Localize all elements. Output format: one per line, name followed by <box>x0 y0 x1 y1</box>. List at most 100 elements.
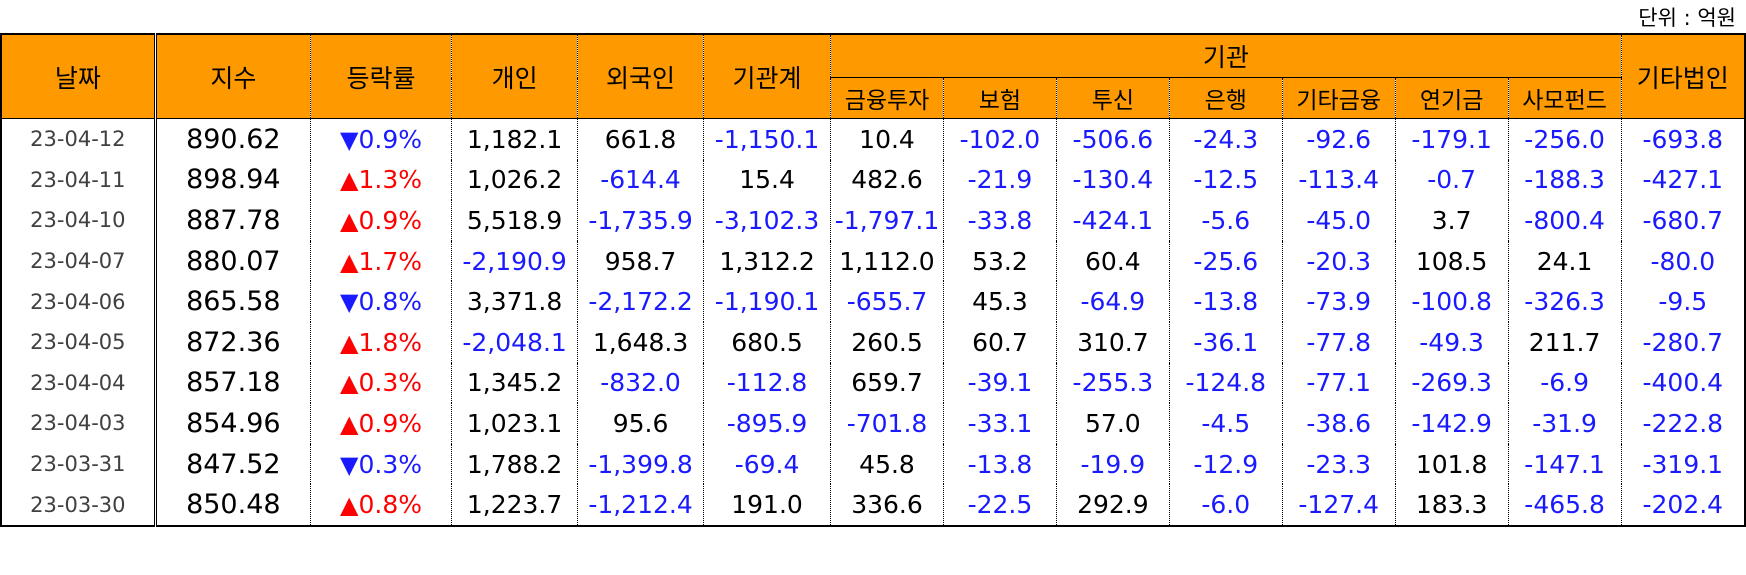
private-fund-cell: -256.0 <box>1508 118 1622 160</box>
table-row: 23-04-12 890.62 ▼0.9% 1,182.1 661.8 -1,150.1 1… <box>0 118 1746 160</box>
other-corp-cell: -693.8 <box>1621 118 1746 160</box>
table-row: 23-04-03 854.96 ▲0.9% 1,023.1 95.6 -895.9 -701… <box>0 403 1746 444</box>
change-cell: ▼0.3% <box>310 443 453 485</box>
private-fund-cell: 211.7 <box>1508 321 1622 363</box>
header-foreign: 외국인 <box>577 33 705 119</box>
financial-invest-cell: -1,797.1 <box>830 200 944 241</box>
individual-cell: 1,345.2 <box>451 362 579 404</box>
foreign-cell: 1,648.3 <box>577 321 705 363</box>
table-row: 23-03-30 850.48 ▲0.8% 1,223.7 -1,212.4 191.0 3… <box>0 484 1746 527</box>
pension-cell: 101.8 <box>1395 443 1509 485</box>
private-fund-cell: 24.1 <box>1508 240 1622 282</box>
individual-cell: 5,518.9 <box>451 200 579 241</box>
other-corp-cell: -680.7 <box>1621 200 1746 241</box>
institution-total-cell: -3,102.3 <box>703 200 832 241</box>
up-triangle-icon: ▲ <box>340 369 359 398</box>
financial-invest-cell: 336.6 <box>830 484 944 527</box>
trust-cell: 57.0 <box>1056 403 1170 444</box>
private-fund-cell: -465.8 <box>1508 484 1622 527</box>
unit-label: 단위 : 억원 <box>1638 6 1736 30</box>
insurance-cell: -102.0 <box>943 118 1057 160</box>
header-individual: 개인 <box>451 33 579 119</box>
institution-total-cell: 191.0 <box>703 484 832 527</box>
change-value: 1.3% <box>358 165 423 195</box>
index-cell: 887.78 <box>153 200 311 241</box>
header-other-finance: 기타금융 <box>1282 77 1396 119</box>
other-finance-cell: -127.4 <box>1282 484 1396 527</box>
header-other-corp: 기타법인 <box>1621 33 1746 119</box>
index-cell: 890.62 <box>153 118 311 160</box>
financial-invest-cell: 10.4 <box>830 118 944 160</box>
table-row: 23-04-04 857.18 ▲0.3% 1,345.2 -832.0 -112.8 65… <box>0 362 1746 404</box>
change-cell: ▼0.9% <box>310 118 453 160</box>
pension-cell: -269.3 <box>1395 362 1509 404</box>
financial-invest-cell: 45.8 <box>830 443 944 485</box>
date-cell: 23-04-11 <box>0 159 157 201</box>
up-triangle-icon: ▲ <box>340 166 359 195</box>
trust-cell: -19.9 <box>1056 443 1170 485</box>
other-corp-cell: -319.1 <box>1621 443 1746 485</box>
foreign-cell: -832.0 <box>577 362 705 404</box>
date-cell: 23-04-03 <box>0 403 157 444</box>
trust-cell: -424.1 <box>1056 200 1170 241</box>
table-row: 23-04-10 887.78 ▲0.9% 5,518.9 -1,735.9 -3,102… <box>0 200 1746 241</box>
index-cell: 847.52 <box>153 443 311 485</box>
header-date: 날짜 <box>0 33 157 119</box>
pension-cell: -0.7 <box>1395 159 1509 201</box>
individual-cell: -2,048.1 <box>451 321 579 363</box>
change-cell: ▲0.9% <box>310 403 453 444</box>
private-fund-cell: -31.9 <box>1508 403 1622 444</box>
trust-cell: 60.4 <box>1056 240 1170 282</box>
private-fund-cell: -147.1 <box>1508 443 1622 485</box>
change-value: 0.9% <box>358 124 423 154</box>
header-pension: 연기금 <box>1395 77 1509 119</box>
change-cell: ▲1.3% <box>310 159 453 201</box>
index-cell: 857.18 <box>153 362 311 404</box>
table-body: 23-04-12 890.62 ▼0.9% 1,182.1 661.8 -1,150.1 1… <box>0 118 1746 527</box>
date-cell: 23-04-04 <box>0 362 157 404</box>
other-finance-cell: -77.1 <box>1282 362 1396 404</box>
insurance-cell: -33.1 <box>943 403 1057 444</box>
individual-cell: 1,023.1 <box>451 403 579 444</box>
insurance-cell: 53.2 <box>943 240 1057 282</box>
investor-trading-table: 날짜 지수 등락률 개인 외국인 기관계 기관 기타법인 금융투자 보험 투신 … <box>0 33 1746 527</box>
other-corp-cell: -400.4 <box>1621 362 1746 404</box>
pension-cell: -49.3 <box>1395 321 1509 363</box>
foreign-cell: -614.4 <box>577 159 705 201</box>
foreign-cell: -1,212.4 <box>577 484 705 527</box>
table-row: 23-04-11 898.94 ▲1.3% 1,026.2 -614.4 15.4 482.… <box>0 159 1746 201</box>
private-fund-cell: -6.9 <box>1508 362 1622 404</box>
trust-cell: -506.6 <box>1056 118 1170 160</box>
institution-total-cell: -112.8 <box>703 362 832 404</box>
other-finance-cell: -38.6 <box>1282 403 1396 444</box>
other-finance-cell: -113.4 <box>1282 159 1396 201</box>
date-cell: 23-04-07 <box>0 240 157 282</box>
foreign-cell: 958.7 <box>577 240 705 282</box>
change-value: 0.8% <box>358 490 423 520</box>
change-value: 0.9% <box>358 205 423 235</box>
trust-cell: -255.3 <box>1056 362 1170 404</box>
down-triangle-icon: ▼ <box>340 288 359 317</box>
up-triangle-icon: ▲ <box>340 328 359 357</box>
investor-trading-table-wrapper: 날짜 지수 등락률 개인 외국인 기관계 기관 기타법인 금융투자 보험 투신 … <box>0 33 1746 527</box>
change-cell: ▲0.8% <box>310 484 453 527</box>
bank-cell: -13.8 <box>1169 281 1283 322</box>
trust-cell: 310.7 <box>1056 321 1170 363</box>
other-corp-cell: -80.0 <box>1621 240 1746 282</box>
financial-invest-cell: 1,112.0 <box>830 240 944 282</box>
other-corp-cell: -427.1 <box>1621 159 1746 201</box>
index-cell: 850.48 <box>153 484 311 527</box>
institution-total-cell: -895.9 <box>703 403 832 444</box>
other-finance-cell: -20.3 <box>1282 240 1396 282</box>
other-finance-cell: -92.6 <box>1282 118 1396 160</box>
institution-total-cell: 1,312.2 <box>703 240 832 282</box>
change-cell: ▲1.8% <box>310 321 453 363</box>
insurance-cell: -21.9 <box>943 159 1057 201</box>
up-triangle-icon: ▲ <box>340 247 359 276</box>
individual-cell: -2,190.9 <box>451 240 579 282</box>
up-triangle-icon: ▲ <box>340 409 359 438</box>
date-cell: 23-04-12 <box>0 118 157 160</box>
institution-total-cell: 15.4 <box>703 159 832 201</box>
pension-cell: 183.3 <box>1395 484 1509 527</box>
header-institution-total: 기관계 <box>703 33 832 119</box>
